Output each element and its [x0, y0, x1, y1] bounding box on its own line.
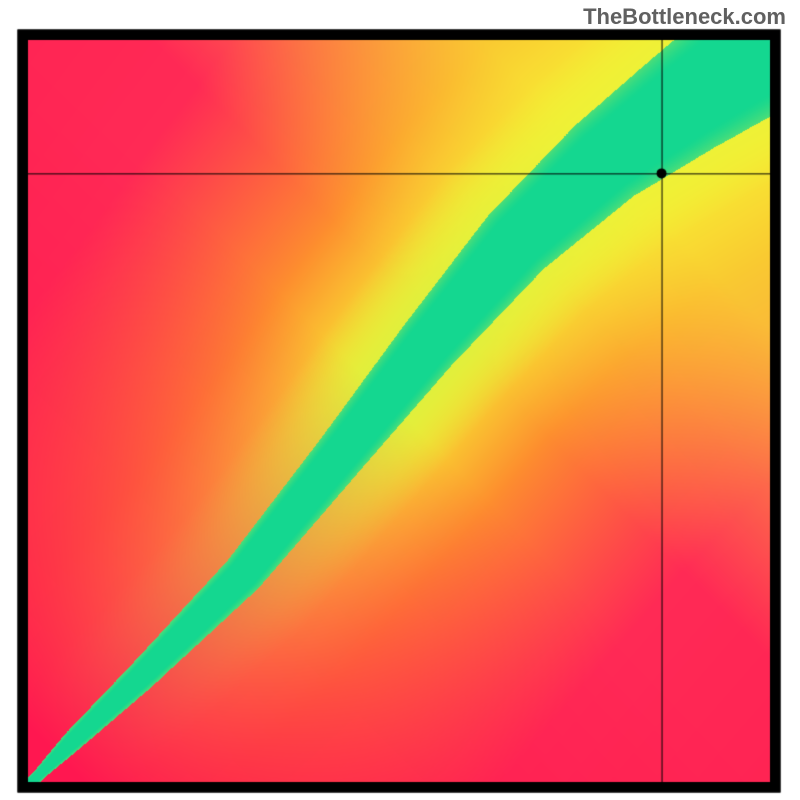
bottleneck-heatmap [0, 0, 800, 800]
watermark-text: TheBottleneck.com [583, 4, 786, 30]
